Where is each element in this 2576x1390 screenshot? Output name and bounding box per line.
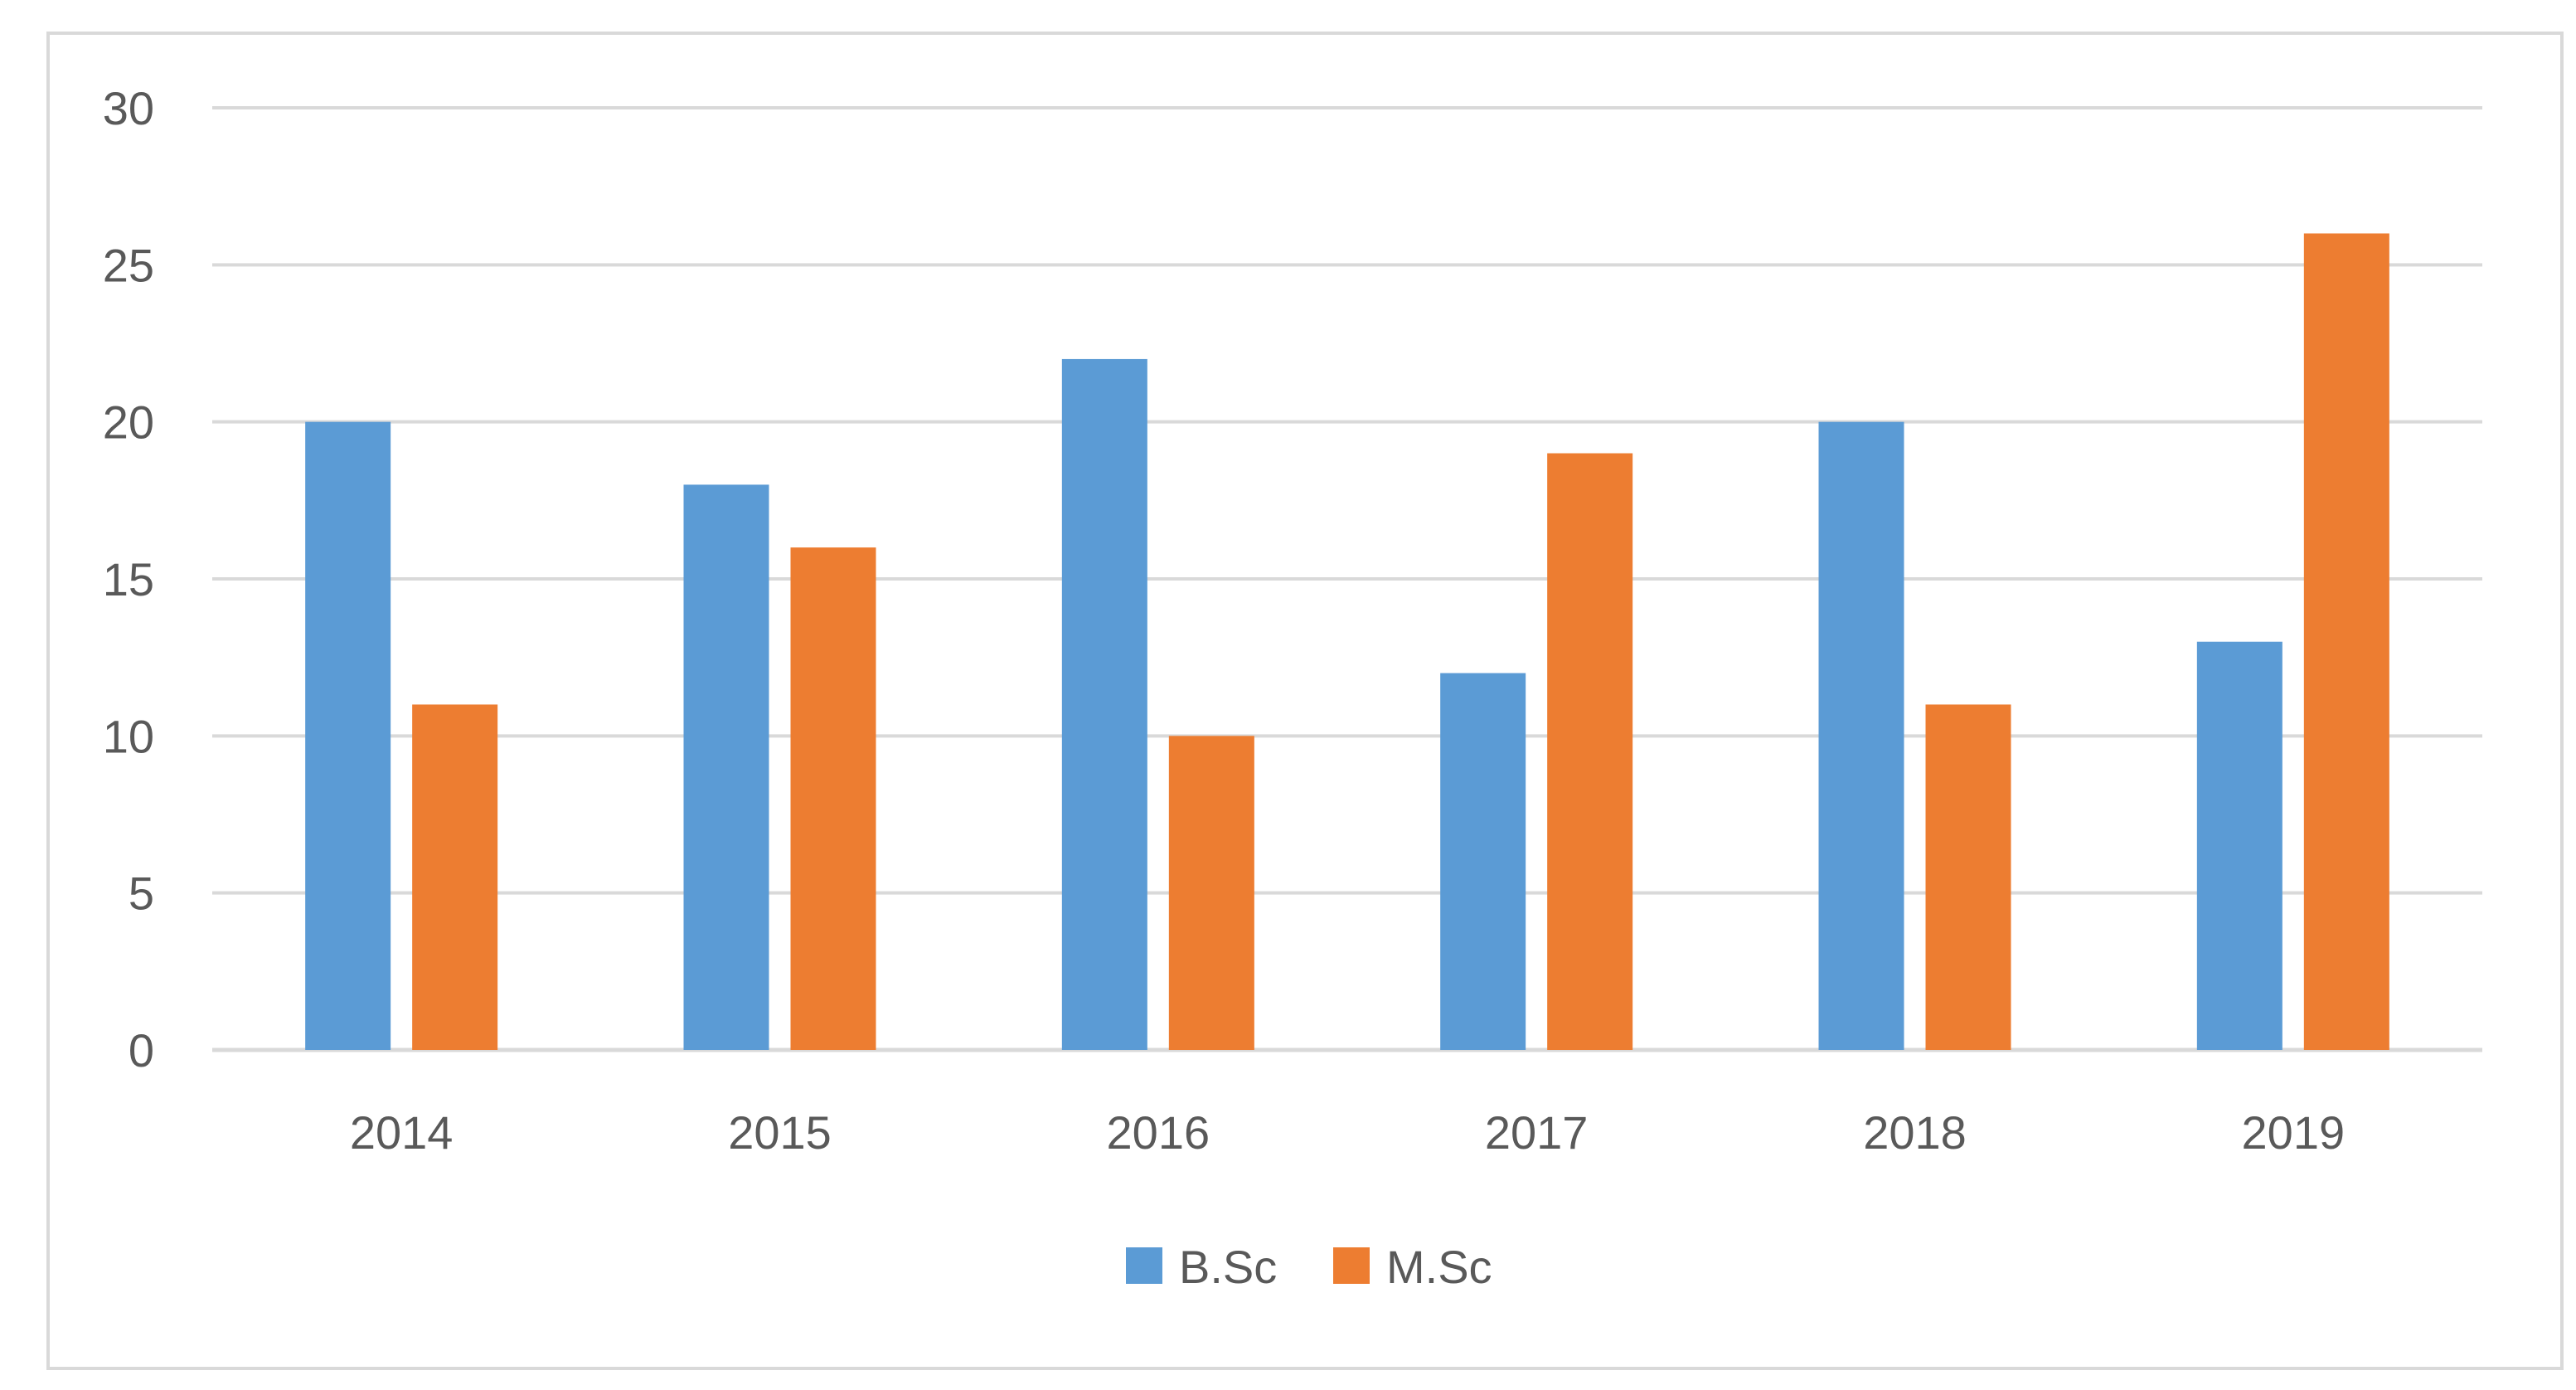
y-tick-label: 25 xyxy=(103,239,154,291)
x-tick-label: 2014 xyxy=(350,1106,454,1159)
bar-bsc-2017 xyxy=(1440,673,1526,1050)
y-axis-ticks: 0 5 10 15 20 25 30 xyxy=(103,82,154,1077)
bar-msc-2017 xyxy=(1547,453,1633,1050)
bars xyxy=(305,233,2389,1051)
x-tick-label: 2015 xyxy=(728,1106,832,1159)
bar-msc-2014 xyxy=(412,704,498,1050)
legend-swatch-bsc xyxy=(1126,1247,1162,1284)
y-tick-label: 10 xyxy=(103,710,154,762)
bar-msc-2018 xyxy=(1925,704,2011,1050)
x-tick-label: 2016 xyxy=(1107,1106,1210,1159)
x-axis-ticks: 2014 2015 2016 2017 2018 2019 xyxy=(350,1106,2345,1159)
bar-bsc-2018 xyxy=(1818,421,1904,1051)
x-tick-label: 2017 xyxy=(1485,1106,1589,1159)
chart-frame xyxy=(46,32,2564,1370)
legend-label-msc: M.Sc xyxy=(1386,1241,1492,1293)
y-tick-label: 0 xyxy=(129,1024,154,1077)
bar-msc-2019 xyxy=(2303,233,2389,1050)
x-tick-label: 2019 xyxy=(2242,1106,2346,1159)
bar-msc-2015 xyxy=(790,547,876,1050)
y-tick-label: 30 xyxy=(103,82,154,134)
bar-msc-2016 xyxy=(1168,736,1254,1050)
bar-bsc-2014 xyxy=(305,421,391,1051)
bar-bsc-2016 xyxy=(1061,358,1147,1050)
bar-bsc-2019 xyxy=(2196,641,2283,1050)
x-tick-label: 2018 xyxy=(1863,1106,1967,1159)
bar-bsc-2015 xyxy=(683,484,769,1050)
y-tick-label: 20 xyxy=(103,396,154,449)
y-tick-label: 5 xyxy=(129,868,154,920)
y-tick-label: 15 xyxy=(103,553,154,605)
legend-label-bsc: B.Sc xyxy=(1179,1241,1277,1293)
legend: B.Sc M.Sc xyxy=(1126,1241,1492,1293)
gridlines xyxy=(212,106,2482,1052)
legend-swatch-msc xyxy=(1333,1247,1370,1284)
